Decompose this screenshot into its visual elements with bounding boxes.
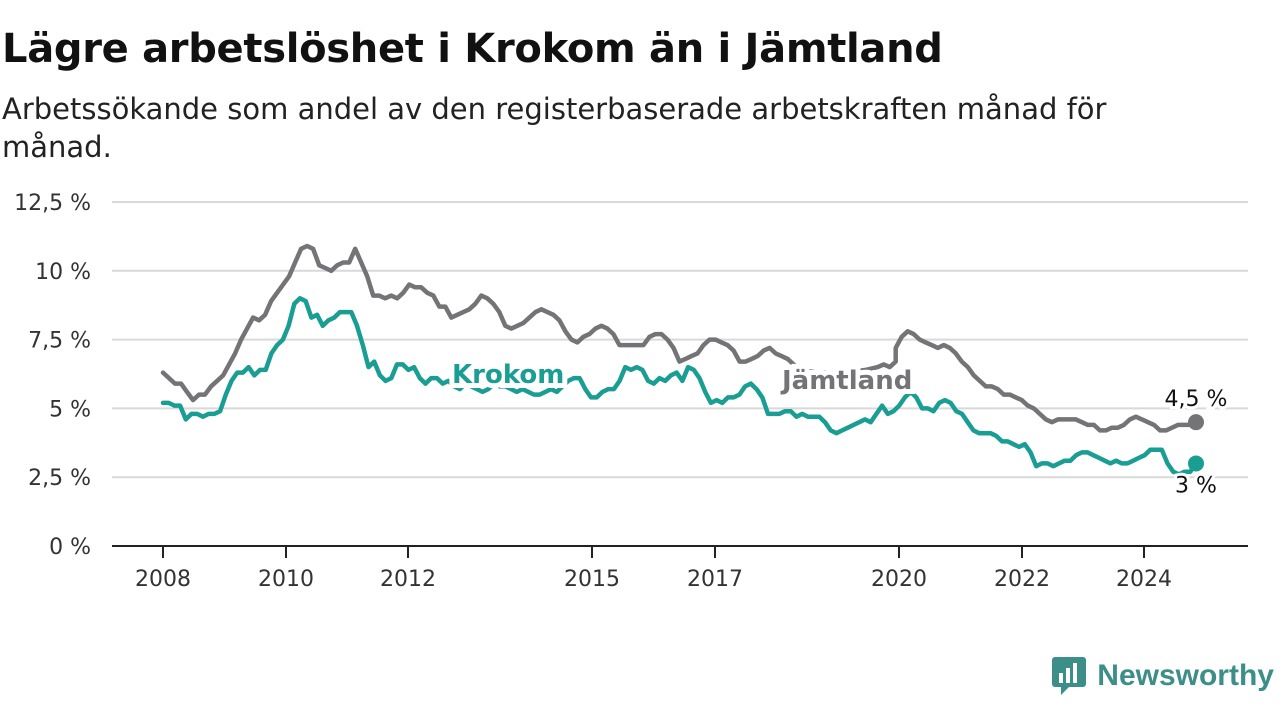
y-axis-ticks: 0 % 2,5 % 5 % 7,5 % 10 % 12,5 % (14, 191, 91, 560)
y-tick-label: 12,5 % (14, 191, 91, 216)
x-tick-label: 2012 (380, 567, 436, 592)
newsworthy-chart-bubble-icon (1052, 657, 1087, 695)
brand-name: Newsworthy (1097, 659, 1274, 692)
end-point-jamtland (1188, 414, 1204, 431)
end-point-krokom (1188, 455, 1204, 472)
y-tick-label: 0 % (49, 535, 91, 560)
y-tick-label: 7,5 % (28, 329, 91, 354)
series-label-krokom: Krokom (452, 360, 564, 390)
x-tick-label: 2017 (687, 567, 743, 592)
x-tick-label: 2022 (994, 567, 1050, 592)
end-label-jamtland: 4,5 % (1165, 387, 1228, 412)
series-lines (160, 243, 1204, 477)
y-tick-label: 2,5 % (28, 466, 91, 491)
brand-logo: Newsworthy (1051, 656, 1274, 696)
chart-title: Lägre arbetslöshet i Krokom än i Jämtlan… (2, 26, 943, 72)
x-tick-label: 2015 (564, 567, 620, 592)
x-tick-label: 2008 (135, 567, 191, 592)
y-tick-label: 10 % (35, 260, 91, 285)
x-tick-label: 2010 (258, 567, 314, 592)
y-tick-label: 5 % (49, 397, 91, 422)
x-axis-ticks: 2008 2010 2012 2015 2017 2020 2022 2024 (135, 546, 1172, 592)
end-label-krokom: 3 % (1175, 473, 1217, 498)
x-tick-label: 2024 (1116, 567, 1172, 592)
grid-lines (112, 201, 1248, 479)
x-tick-label: 2020 (871, 567, 927, 592)
series-labels: Krokom Jämtland 4,5 % 3 % (447, 355, 1230, 501)
chart-subtitle: Arbetssökande som andel av den registerb… (2, 92, 1107, 164)
series-label-jamtland: Jämtland (780, 366, 912, 396)
series-line-jamtland (160, 243, 1199, 433)
series-line-krokom (160, 296, 1199, 477)
